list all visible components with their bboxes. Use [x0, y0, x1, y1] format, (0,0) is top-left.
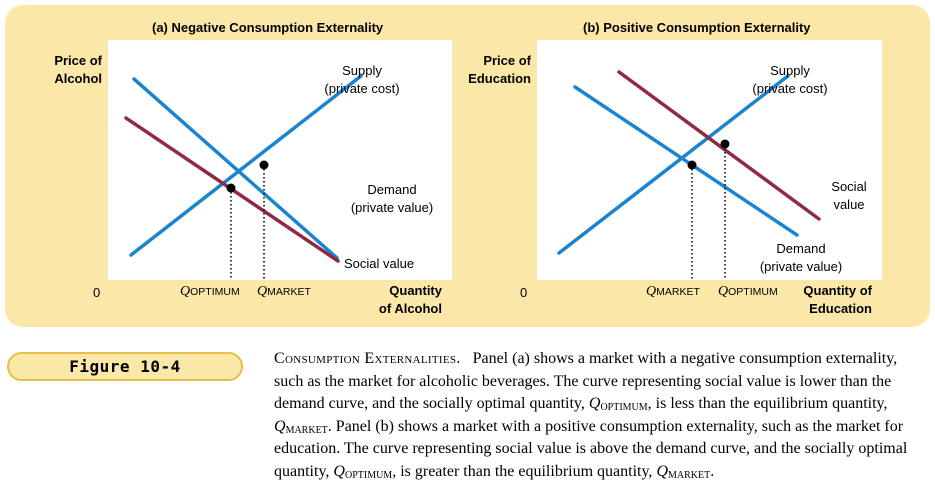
panel-b-supply-label: Supply (private cost)	[740, 62, 840, 98]
panel-b-x-axis-label: Quantity of Education	[780, 282, 872, 318]
panel-b-demand-label-line-1: Demand	[776, 241, 826, 256]
panel-b-supply-label-line-2: (private cost)	[752, 81, 828, 96]
panel-a-demand-label-line-1: Demand	[367, 182, 417, 197]
caption-q-optimum-1-subscript: OPTIMUM	[600, 402, 648, 414]
panel-b-q-optimum-symbol: Q	[718, 284, 729, 299]
panel-b-social-value-label: Social value	[822, 178, 876, 214]
panel-b-q-optimum-subscript: OPTIMUM	[728, 286, 778, 298]
panel-a-origin-label: 0	[93, 285, 101, 300]
panel-a-q-market-symbol: Q	[257, 284, 268, 299]
panel-b-y-axis-label-line-2: Education	[468, 71, 531, 86]
caption-q-market-1-subscript: MARKET	[285, 424, 328, 436]
caption-text-3: . Panel (b) shows a market with a positi…	[274, 417, 908, 480]
panel-b-demand-label: Demand (private value)	[748, 240, 854, 276]
caption-q-optimum-2: QOPTIMUM	[333, 462, 393, 481]
panel-a-title: (a) Negative Consumption Externality	[152, 20, 384, 35]
panel-b-origin-label: 0	[520, 285, 528, 300]
panel-b-social-value-curve	[617, 70, 821, 221]
panel-b-x-axis-label-line-2: Education	[809, 301, 872, 316]
panel-a-plot-area	[108, 40, 452, 280]
caption-text-5: .	[710, 462, 715, 480]
panel-a-social-value-label: Social value	[344, 256, 415, 271]
panel-a-x-axis-label-line-2: of Alcohol	[378, 301, 442, 316]
panel-b-q-optimum-label: QOPTIMUM	[718, 284, 778, 300]
panel-a-supply-curve	[129, 74, 363, 257]
panel-b-social-value-label-line-1: Social	[831, 179, 867, 194]
caption-q-market-1-symbol: Q	[274, 417, 286, 435]
panel-b-market-equilibrium-point	[687, 160, 697, 170]
panel-b-optimum-point	[720, 139, 730, 149]
panel-a-q-optimum-symbol: Q	[180, 284, 191, 299]
panel-b-title: (b) Positive Consumption Externality	[583, 20, 811, 35]
panel-b-y-axis-label: Price of Education	[452, 52, 531, 88]
caption-q-market-1: QMARKET	[274, 417, 328, 436]
panel-a-demand-label: Demand (private value)	[340, 181, 444, 217]
caption-q-optimum-2-symbol: Q	[333, 462, 345, 480]
panel-a-demand-curve	[132, 77, 339, 260]
panel-b-q-market-subscript: MARKET	[656, 286, 700, 298]
panel-b-y-axis-label-line-1: Price of	[483, 53, 531, 68]
caption-q-optimum-2-subscript: OPTIMUM	[344, 469, 393, 481]
panel-b-demand-label-line-2: (private value)	[759, 259, 843, 274]
figure-caption: Consumption Externalities. Panel (a) sho…	[274, 348, 930, 484]
caption-q-market-2: QMARKET	[656, 462, 711, 481]
panel-a-y-axis-label-line-2: Alcohol	[54, 71, 102, 86]
panel-a-q-optimum-subscript: OPTIMUM	[190, 286, 240, 298]
panel-a-q-market-label: QMARKET	[257, 284, 311, 300]
panel-b-q-market-label: QMARKET	[646, 284, 700, 300]
panel-a-y-axis-label: Price of Alcohol	[30, 52, 102, 88]
panel-b-x-axis-label-line-1: Quantity of	[803, 283, 872, 298]
caption-q-market-2-subscript: MARKET	[668, 469, 711, 481]
panel-a-supply-label: Supply (private cost)	[312, 62, 412, 98]
panel-a-q-market-subscript: MARKET	[267, 286, 311, 298]
panel-a-optimum-point	[226, 183, 236, 193]
panel-a-market-equilibrium-point	[259, 160, 269, 170]
panel-a-x-axis-label: Quantity of Alcohol	[352, 282, 442, 318]
panel-a-y-axis-label-line-1: Price of	[54, 53, 102, 68]
panel-b-q-market-symbol: Q	[646, 284, 657, 299]
caption-text-1: Panel (a) shows a market with a negative…	[274, 350, 898, 413]
panel-b-supply-label-line-1: Supply	[770, 63, 810, 78]
panel-a-demand-label-line-2: (private value)	[350, 200, 434, 215]
panel-b-demand-curve	[573, 85, 799, 237]
panel-b-supply-curve	[557, 74, 790, 255]
panel-a-supply-label-line-1: Supply	[342, 63, 382, 78]
caption-q-optimum-1: QOPTIMUM	[588, 395, 648, 414]
panel-b-plot-area	[537, 40, 882, 280]
panel-a-q-optimum-label: QOPTIMUM	[180, 284, 240, 300]
caption-q-optimum-1-symbol: Q	[588, 395, 601, 413]
figure-number-tag: Figure 10-4	[7, 352, 243, 381]
caption-heading: Consumption Externalities.	[274, 350, 461, 367]
caption-text-4: , is greater than the equilibrium quanti…	[392, 462, 657, 480]
panel-a-x-axis-label-line-1: Quantity	[389, 283, 442, 298]
panel-a-supply-label-line-2: (private cost)	[324, 81, 400, 96]
caption-text-2: , is less than the equilibrium quantity,	[647, 395, 888, 413]
caption-q-market-2-symbol: Q	[656, 462, 668, 480]
panel-b-social-value-label-line-2: value	[833, 197, 865, 212]
